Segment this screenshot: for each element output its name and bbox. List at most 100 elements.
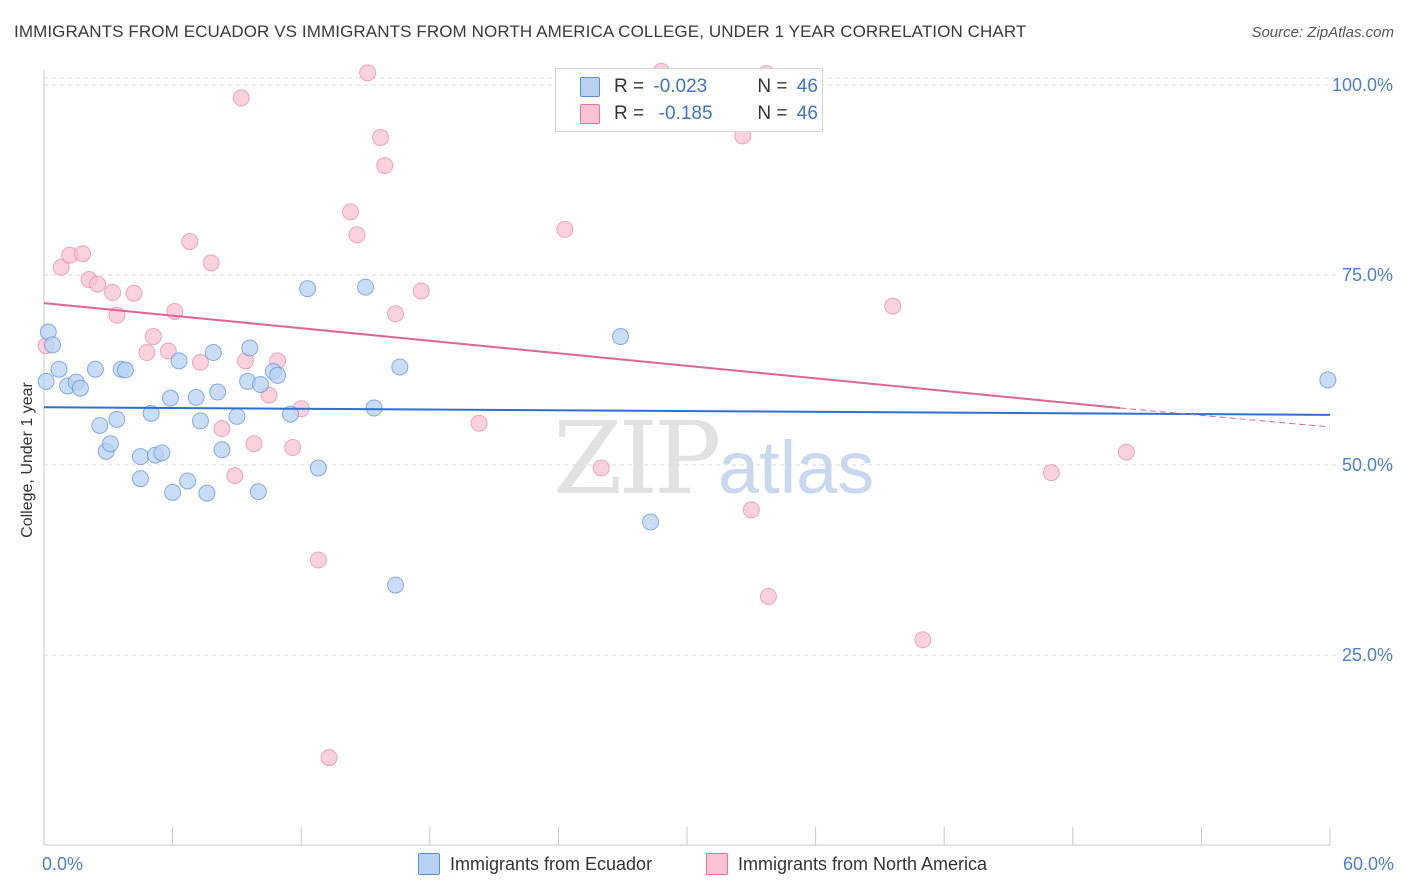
north-america-point: [232, 89, 250, 107]
y-tick-label: 25.0%: [1342, 645, 1393, 665]
north-america-point: [556, 220, 574, 238]
north-america-point: [284, 439, 302, 457]
north-america-point: [181, 233, 199, 251]
ecuador-point: [91, 416, 109, 434]
legend-row-north-america: R = -0.185 N = 46: [580, 102, 818, 126]
north-america-point: [52, 258, 70, 276]
ecuador-point: [1319, 371, 1337, 389]
bottom-legend-swatch-north-america: [706, 853, 728, 875]
ecuador-point: [391, 358, 409, 376]
y-tick-label: 100.0%: [1332, 75, 1393, 95]
north-america-point: [742, 501, 760, 519]
ecuador-point: [357, 278, 374, 296]
watermark-zip: ZIP: [553, 400, 721, 517]
ecuador-point: [209, 383, 227, 401]
north-america-point: [348, 226, 366, 244]
legend-r-label: R =: [614, 103, 650, 124]
ecuador-point: [108, 410, 126, 428]
north-america-point: [138, 344, 156, 362]
north-america-point: [759, 587, 777, 605]
ecuador-point: [241, 339, 259, 357]
ecuador-point: [249, 483, 267, 501]
north-america-point: [359, 64, 377, 82]
north-america-point: [213, 420, 231, 438]
north-america-point: [372, 128, 390, 146]
ecuador-point: [164, 483, 182, 501]
ecuador-point: [71, 379, 89, 397]
ecuador-point: [170, 352, 188, 370]
ecuador-point: [309, 459, 327, 477]
watermark-atlas: atlas: [718, 426, 875, 509]
north-america-point: [376, 157, 394, 175]
ecuador-point: [228, 407, 246, 425]
legend-n-label: N =: [757, 76, 793, 97]
y-axis-label: College, Under 1 year: [19, 382, 36, 538]
north-america-point: [914, 631, 932, 649]
ecuador-point: [198, 484, 216, 502]
ecuador-point: [101, 435, 119, 453]
ecuador-point: [116, 361, 134, 379]
north-america-point: [104, 283, 122, 301]
legend-swatch-ecuador: [580, 77, 600, 97]
ecuador-point: [251, 375, 269, 393]
north-america-point: [202, 254, 220, 272]
north-america-point: [245, 435, 263, 453]
ecuador-point: [191, 412, 209, 430]
ecuador-point: [365, 399, 383, 417]
north-america-point: [412, 282, 430, 300]
ecuador-point: [153, 444, 171, 462]
bottom-legend-label-north-america: Immigrants from North America: [738, 853, 988, 874]
bottom-legend-label-ecuador: Immigrants from Ecuador: [450, 853, 653, 874]
x-tick-label: 0.0%: [42, 854, 83, 874]
north-america-trend-line: [43, 302, 1121, 409]
ecuador-point: [50, 360, 68, 378]
ecuador-point: [387, 576, 405, 594]
north-america-point: [884, 297, 902, 315]
ecuador-point: [299, 280, 317, 298]
north-america-point: [320, 749, 338, 767]
north-america-point: [74, 245, 92, 263]
north-america-point: [470, 414, 488, 432]
ecuador-point: [131, 470, 149, 488]
ecuador-point: [161, 389, 179, 407]
north-america-point: [125, 284, 143, 302]
north-america-point: [341, 203, 359, 221]
ecuador-point: [179, 472, 197, 490]
north-america-point: [387, 305, 405, 323]
north-america-point: [89, 275, 107, 293]
ecuador-point: [37, 372, 55, 390]
bottom-legend-north-america: Immigrants from North America: [706, 851, 987, 877]
correlation-legend: R = -0.023 N = 46 R = -0.185 N = 46: [555, 68, 823, 132]
ecuador-point: [44, 336, 62, 354]
ecuador-trend-line: [43, 406, 1331, 416]
ecuador-point: [142, 404, 160, 422]
ecuador-point: [187, 388, 205, 406]
legend-r-value-ecuador: -0.023: [653, 76, 708, 97]
north-america-point: [226, 467, 244, 485]
ecuador-point: [281, 405, 299, 423]
legend-n-value-ecuador: 46: [796, 76, 818, 97]
north-america-point: [144, 328, 162, 346]
y-tick-label: 75.0%: [1342, 265, 1393, 285]
ecuador-point: [612, 328, 630, 346]
ecuador-point: [131, 448, 149, 466]
north-america-point: [159, 342, 177, 360]
legend-r-label: R =: [614, 76, 650, 97]
north-america-point: [309, 551, 327, 569]
legend-n-value-north-america: 46: [796, 103, 818, 124]
ecuador-point: [204, 344, 222, 362]
chart-title: IMMIGRANTS FROM ECUADOR VS IMMIGRANTS FR…: [14, 22, 1027, 41]
legend-swatch-north-america: [580, 104, 600, 124]
north-america-point: [592, 459, 610, 477]
ecuador-point: [269, 366, 287, 384]
y-tick-label: 50.0%: [1342, 455, 1393, 475]
ecuador-point: [213, 441, 231, 459]
legend-row-ecuador: R = -0.023 N = 46: [580, 75, 818, 99]
legend-n-label: N =: [757, 103, 793, 124]
north-america-point: [1117, 443, 1135, 461]
chart-source: Source: ZipAtlas.com: [1251, 24, 1394, 41]
north-america-point: [1042, 464, 1060, 482]
legend-r-value-north-america: -0.185: [653, 103, 713, 124]
ecuador-point: [642, 513, 660, 531]
